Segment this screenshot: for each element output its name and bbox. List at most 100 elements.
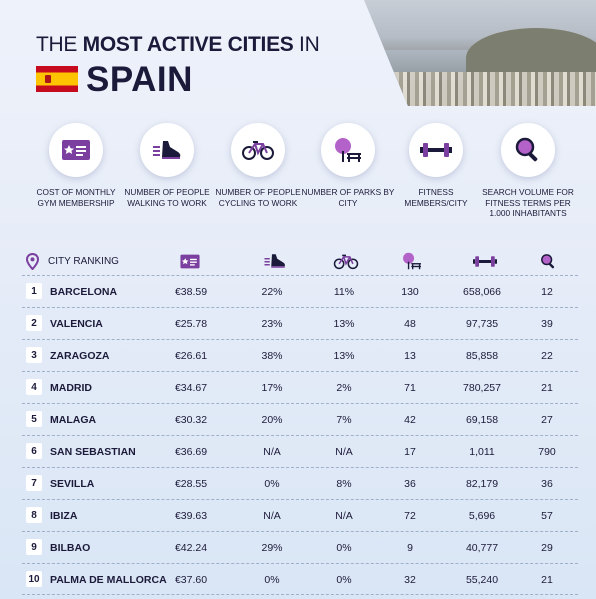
search-volume-cell: 29 [541,542,553,554]
search-volume-cell: 21 [541,382,553,394]
search-volume-cell: 57 [541,510,553,522]
cycling-cell: N/A [335,510,353,522]
title-bold: MOST ACTIVE CITIES [82,33,294,56]
metric-fitness-members: FITNESS MEMBERS/CITY [388,123,484,208]
search-volume-cell: 790 [538,446,556,458]
spain-flag-icon [36,66,78,92]
metric-walking: NUMBER OF PEOPLE WALKING TO WORK [119,123,215,208]
cycling-cell: 8% [336,478,352,490]
search-icon [528,247,568,275]
search-volume-cell: 21 [541,574,553,586]
parks-cell: 72 [404,510,416,522]
metric-label: FITNESS MEMBERS/CITY [404,187,468,208]
fitness-members-cell: 55,240 [465,574,499,586]
metric-search-volume: SEARCH VOLUME FOR FITNESS TERMS PER 1.00… [480,123,576,219]
page-title: THE MOST ACTIVE CITIES IN [36,33,320,57]
city-name: MADRID [50,382,92,394]
parks-cell: 32 [404,574,416,586]
fitness-members-cell: 780,257 [463,382,501,394]
dumbbell-icon [465,247,505,275]
parks-cell: 36 [404,478,416,490]
gym-cost-cell: €38.59 [174,286,208,298]
fitness-members-cell: 658,066 [463,286,501,298]
parks-cell: 17 [404,446,416,458]
table-row: 8 IBIZA €39.63 N/A N/A 72 5,696 57 [22,499,578,531]
park-tree-bench-icon [392,247,432,275]
walking-shoe-icon [140,123,194,177]
walking-cell: 0% [264,478,280,490]
rank-number: 8 [26,507,42,523]
parks-cell: 9 [407,542,413,554]
search-volume-cell: 27 [541,414,553,426]
search-volume-cell: 22 [541,350,553,362]
fitness-members-cell: 97,735 [465,318,499,330]
city-ranking-table: 1 BARCELONA €38.59 22% 11% 130 658,066 12 2 VALEN… [22,275,578,595]
rank-number: 10 [26,571,42,587]
gym-cost-cell: €34.67 [174,382,208,394]
table-row: 9 BILBAO €42.24 29% 0% 9 40,777 29 [22,531,578,563]
fitness-members-cell: 82,179 [465,478,499,490]
membership-card-icon [49,123,103,177]
country-title: SPAIN [86,60,193,99]
metric-label: NUMBER OF PEOPLE CYCLING TO WORK [215,187,301,208]
table-row: 10 PALMA DE MALLORCA €37.60 0% 0% 32 55,240 21 [22,563,578,595]
metric-cycling: NUMBER OF PEOPLE CYCLING TO WORK [210,123,306,208]
fitness-members-cell: 85,858 [465,350,499,362]
table-header: CITY RANKING [0,247,596,275]
metric-gym-cost: COST OF MONTHLY GYM MEMBERSHIP [28,123,124,208]
walking-cell: 23% [261,318,283,330]
table-row: 3 ZARAGOZA €26.61 38% 13% 13 85,858 22 [22,339,578,371]
parks-cell: 13 [404,350,416,362]
search-volume-cell: 12 [541,286,553,298]
park-tree-bench-icon [321,123,375,177]
rank-number: 3 [26,347,42,363]
metric-label: SEARCH VOLUME FOR FITNESS TERMS PER 1.00… [482,187,574,218]
fitness-members-cell: 69,158 [465,414,499,426]
rank-number: 4 [26,379,42,395]
walking-cell: N/A [263,446,281,458]
city-name: BILBAO [50,542,91,554]
title-suffix: IN [299,33,320,56]
city-name: SAN SEBASTIAN [50,446,136,458]
cycling-cell: 13% [333,350,355,362]
bicycle-icon [231,123,285,177]
rank-number: 2 [26,315,42,331]
metric-label: NUMBER OF PARKS BY CITY [301,187,395,208]
parks-cell: 130 [401,286,419,298]
bicycle-icon [326,247,366,275]
metric-label: NUMBER OF PEOPLE WALKING TO WORK [124,187,210,208]
city-name: ZARAGOZA [50,350,110,362]
walking-cell: 20% [261,414,283,426]
parks-cell: 42 [404,414,416,426]
table-row: 6 SAN SEBASTIAN €36.69 N/A N/A 17 1,011 790 [22,435,578,467]
metric-parks: NUMBER OF PARKS BY CITY [300,123,396,208]
gym-cost-cell: €26.61 [174,350,208,362]
gym-cost-cell: €28.55 [174,478,208,490]
city-skyline-photo [364,0,596,106]
walking-cell: 38% [261,350,283,362]
membership-card-icon [170,247,210,275]
rank-number: 6 [26,443,42,459]
gym-cost-cell: €42.24 [174,542,208,554]
fitness-members-cell: 5,696 [468,510,496,522]
walking-cell: 0% [264,574,280,586]
city-name: PALMA DE MALLORCA [50,574,167,586]
metrics-legend: COST OF MONTHLY GYM MEMBERSHIP NUMBER OF… [0,123,596,243]
fitness-members-cell: 40,777 [465,542,499,554]
cycling-cell: 0% [336,574,352,586]
gym-cost-cell: €25.78 [174,318,208,330]
table-row: 2 VALENCIA €25.78 23% 13% 48 97,735 39 [22,307,578,339]
title-prefix: THE [36,33,78,56]
parks-cell: 71 [404,382,416,394]
parks-cell: 48 [404,318,416,330]
cycling-cell: N/A [335,446,353,458]
metric-label: COST OF MONTHLY GYM MEMBERSHIP [36,187,116,208]
cycling-cell: 7% [336,414,352,426]
walking-cell: 17% [261,382,283,394]
city-name: SEVILLA [50,478,95,490]
city-name: VALENCIA [50,318,103,330]
cycling-cell: 0% [336,542,352,554]
cycling-cell: 11% [333,286,355,298]
table-row: 1 BARCELONA €38.59 22% 11% 130 658,066 12 [22,275,578,307]
cycling-cell: 13% [333,318,355,330]
